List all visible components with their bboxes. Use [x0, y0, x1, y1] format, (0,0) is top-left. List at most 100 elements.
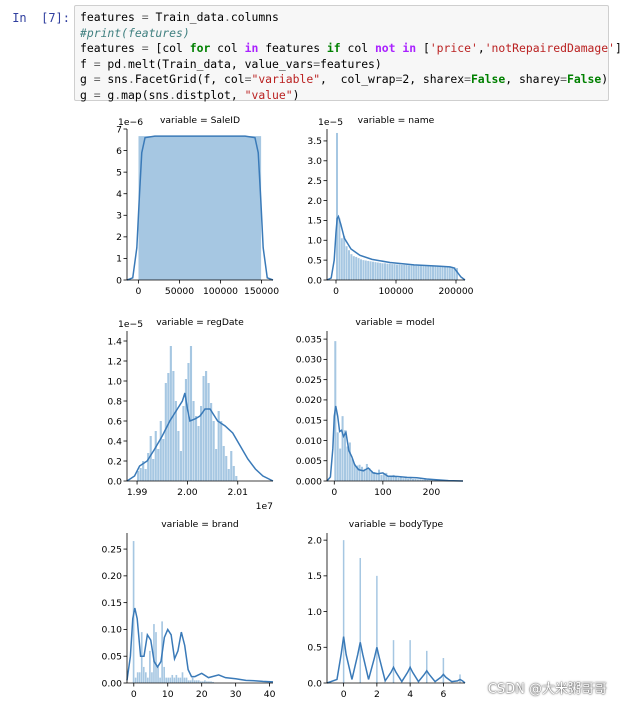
histogram-bar — [153, 624, 155, 683]
histogram-bar — [173, 677, 176, 683]
histogram-bar — [182, 406, 185, 481]
histogram-bar — [177, 677, 180, 683]
histogram-bar — [409, 477, 412, 481]
histogram-bar — [416, 479, 419, 481]
histogram-bar — [167, 677, 170, 683]
y-tick-label: 0.0 — [107, 476, 122, 487]
kde-line — [326, 636, 466, 684]
y-tick-label: 0.4 — [107, 436, 122, 447]
histogram-bar — [169, 346, 172, 481]
code-token: [ — [148, 41, 163, 56]
y-tick-label: 1.0 — [307, 236, 322, 247]
histogram-bar — [408, 265, 410, 280]
y-tick-label: 7 — [116, 124, 122, 135]
x-tick-label: 100 — [374, 487, 392, 498]
histogram-bar — [343, 236, 346, 280]
histogram-bar — [157, 449, 160, 481]
histogram-bar — [149, 436, 152, 481]
histogram-bar — [373, 472, 376, 481]
y-offset-label: 1e−5 — [318, 117, 343, 128]
histogram-bar — [353, 463, 356, 481]
histogram-bar — [174, 401, 177, 481]
x-tick-label: 10 — [162, 689, 174, 700]
histogram-bar — [212, 681, 214, 683]
histogram-bar — [422, 266, 425, 280]
code-token: col — [210, 41, 245, 56]
x-tick-label: 2 — [374, 689, 380, 700]
code-string: 'notRepairedDamage' — [484, 41, 615, 56]
histogram-bar — [403, 264, 406, 280]
x-tick-label: 200000 — [438, 286, 473, 297]
histogram-bar — [140, 632, 143, 683]
x-tick-label: 100000 — [378, 286, 413, 297]
y-tick-label: 0.030 — [296, 355, 322, 366]
histogram-bar — [400, 264, 403, 280]
x-tick-label: 2.00 — [177, 487, 198, 498]
histogram-bar — [367, 260, 370, 280]
code-token: , — [477, 41, 485, 56]
x-tick-label: 0 — [331, 487, 337, 498]
histogram-bar — [412, 265, 415, 280]
histogram-bar — [398, 264, 401, 280]
facet-variable-model: 0.000 0.005 0.010 0.015 0.020 0.025 0.030 0.035… — [296, 317, 464, 498]
histogram-bar — [177, 431, 180, 481]
code-token: 2, sharex — [402, 72, 465, 87]
code-token: ) — [292, 87, 300, 102]
y-tick-label: 0.5 — [307, 255, 322, 266]
histogram-bar — [419, 479, 422, 481]
histogram-bar — [351, 458, 354, 481]
code-token: False — [470, 72, 506, 87]
x-tick-label: 40 — [264, 689, 276, 700]
histogram-bar — [360, 259, 362, 280]
y-tick-label: 0.2 — [107, 456, 122, 467]
x-tick-label: 150000 — [244, 286, 279, 297]
histogram-bar — [385, 472, 388, 481]
histogram-bar — [376, 262, 379, 280]
x-offset-label: 1e7 — [256, 501, 273, 512]
histogram-bar — [391, 264, 394, 280]
histogram-bar — [142, 666, 145, 683]
histogram-bar — [384, 263, 386, 280]
histogram-bar — [410, 265, 413, 280]
histogram-bar — [204, 680, 206, 683]
code-token: distplot, — [176, 87, 245, 102]
y-tick-label: 3 — [116, 211, 122, 222]
histogram-bar — [426, 650, 428, 683]
kde-line — [326, 405, 464, 482]
histogram-bar — [210, 403, 213, 481]
code-token: = — [560, 72, 567, 87]
histogram-bar — [193, 680, 196, 683]
x-tick-label: 2.01 — [228, 487, 248, 498]
x-tick-label: 4 — [407, 689, 413, 700]
histogram-bar — [429, 480, 432, 481]
histogram-bar — [404, 477, 407, 481]
histogram-bar — [192, 401, 195, 481]
code-token: col — [162, 41, 190, 56]
histogram-bar — [185, 677, 188, 683]
histogram-bar — [375, 472, 378, 481]
histogram-bar — [202, 681, 204, 683]
y-tick-label: 2 — [116, 232, 122, 243]
histogram-bar — [155, 632, 157, 683]
code-editor[interactable]: features = Train_data.columns #print(fea… — [75, 6, 621, 108]
x-tick-label: 200 — [423, 487, 441, 498]
code-token: . — [169, 87, 177, 102]
code-token: = — [93, 56, 101, 71]
y-tick-label: 3.5 — [307, 136, 322, 147]
y-tick-label: 0.035 — [296, 334, 322, 345]
histogram-bar — [355, 256, 358, 280]
facet-variable-brand: 0.00 0.05 0.10 0.15 0.20 0.25 0 10 20 30 40 variabl… — [102, 519, 276, 700]
histogram-bar — [137, 471, 140, 481]
code-cell[interactable]: features = Train_data.columns #print(fea… — [74, 5, 621, 102]
histogram-bar — [380, 474, 383, 481]
facet-title: variable = regDate — [156, 317, 244, 328]
histogram-bar — [232, 466, 235, 481]
histogram-bar — [393, 264, 396, 280]
histogram-bar — [361, 466, 364, 481]
y-tick-label: 0.25 — [102, 544, 123, 555]
histogram-bar — [417, 265, 420, 280]
x-tick-label: 20 — [196, 689, 208, 700]
histogram-bar — [365, 463, 368, 481]
histogram-bar — [374, 262, 377, 280]
histogram-bar — [225, 456, 228, 481]
